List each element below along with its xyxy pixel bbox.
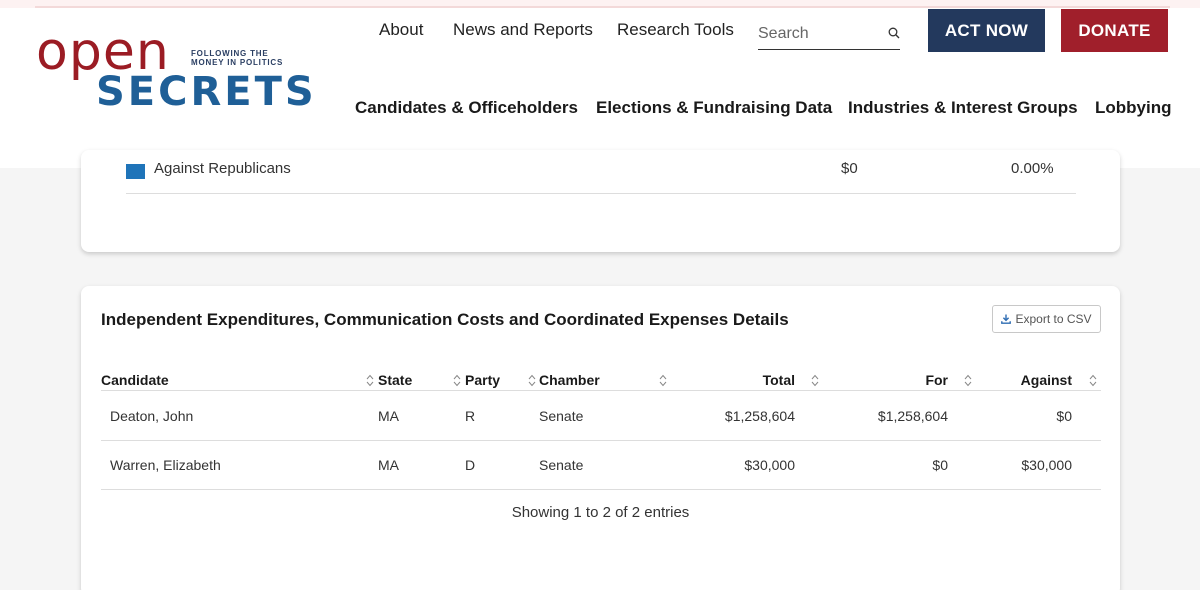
col-header-state[interactable]: State [378, 372, 413, 388]
details-card: Independent Expenditures, Communication … [81, 286, 1120, 590]
cell-state: MA [378, 457, 399, 473]
summary-card: Against Republicans $0 0.00% [81, 150, 1120, 252]
sort-icon[interactable] [366, 374, 374, 387]
site-header: open FOLLOWING THE MONEY IN POLITICS SEC… [0, 8, 1200, 168]
col-header-candidate[interactable]: Candidate [101, 372, 169, 388]
search-icon[interactable] [888, 27, 900, 39]
search-box [758, 22, 900, 50]
row-divider [101, 440, 1101, 441]
cell-for: $0 [932, 457, 948, 473]
cell-chamber: Senate [539, 457, 584, 473]
cell-against: $30,000 [1021, 457, 1072, 473]
details-title: Independent Expenditures, Communication … [101, 310, 789, 329]
sort-icon[interactable] [659, 374, 667, 387]
top-strip [0, 0, 1200, 8]
nav-news-and-reports[interactable]: News and Reports [453, 20, 593, 39]
summary-row-percent: 0.00% [1011, 160, 1054, 177]
nav-research-tools[interactable]: Research Tools [617, 20, 734, 39]
nav-lobbying[interactable]: Lobbying [1095, 98, 1172, 117]
search-input[interactable] [758, 22, 878, 46]
row-divider [101, 489, 1101, 490]
cell-candidate: Deaton, John [110, 408, 194, 424]
cell-against: $0 [1056, 408, 1072, 424]
download-icon [1001, 314, 1012, 324]
logo-open-text: open [36, 22, 170, 82]
sort-icon[interactable] [1089, 374, 1097, 387]
table-header-rule [101, 390, 1101, 391]
sort-icon[interactable] [964, 374, 972, 387]
export-csv-button[interactable]: Export to CSV [992, 305, 1101, 333]
nav-candidates-officeholders[interactable]: Candidates & Officeholders [355, 98, 578, 117]
logo-secrets-text: SECRETS [96, 69, 317, 115]
cell-total: $1,258,604 [724, 408, 795, 424]
summary-row-label: Against Republicans [154, 160, 291, 177]
col-header-party[interactable]: Party [465, 372, 501, 388]
cell-state: MA [378, 408, 399, 424]
cell-party: D [465, 457, 476, 473]
cell-chamber: Senate [539, 408, 584, 424]
sort-icon[interactable] [453, 374, 461, 387]
export-csv-label: Export to CSV [1015, 312, 1092, 326]
col-header-chamber[interactable]: Chamber [539, 372, 600, 388]
opensecrets-logo[interactable]: open FOLLOWING THE MONEY IN POLITICS SEC… [36, 22, 314, 116]
logo-tagline: FOLLOWING THE MONEY IN POLITICS [191, 49, 284, 67]
summary-row-amount: $0 [841, 160, 858, 177]
col-header-against[interactable]: Against [1020, 372, 1072, 388]
legend-swatch [126, 164, 145, 179]
cell-candidate: Warren, Elizabeth [110, 457, 221, 473]
col-header-for[interactable]: For [925, 372, 948, 388]
cell-party: R [465, 408, 476, 424]
divider [126, 193, 1076, 194]
nav-elections-fundraising[interactable]: Elections & Fundraising Data [596, 98, 833, 117]
cell-for: $1,258,604 [877, 408, 948, 424]
cell-total: $30,000 [744, 457, 795, 473]
act-now-button[interactable]: ACT NOW [928, 9, 1045, 52]
donate-button[interactable]: DONATE [1061, 9, 1168, 52]
table-entries-info: Showing 1 to 2 of 2 entries [511, 504, 690, 521]
nav-about[interactable]: About [379, 20, 424, 39]
sort-icon[interactable] [811, 374, 819, 387]
col-header-total[interactable]: Total [762, 372, 795, 388]
nav-industries-interest-groups[interactable]: Industries & Interest Groups [848, 98, 1078, 117]
sort-icon[interactable] [528, 374, 536, 387]
